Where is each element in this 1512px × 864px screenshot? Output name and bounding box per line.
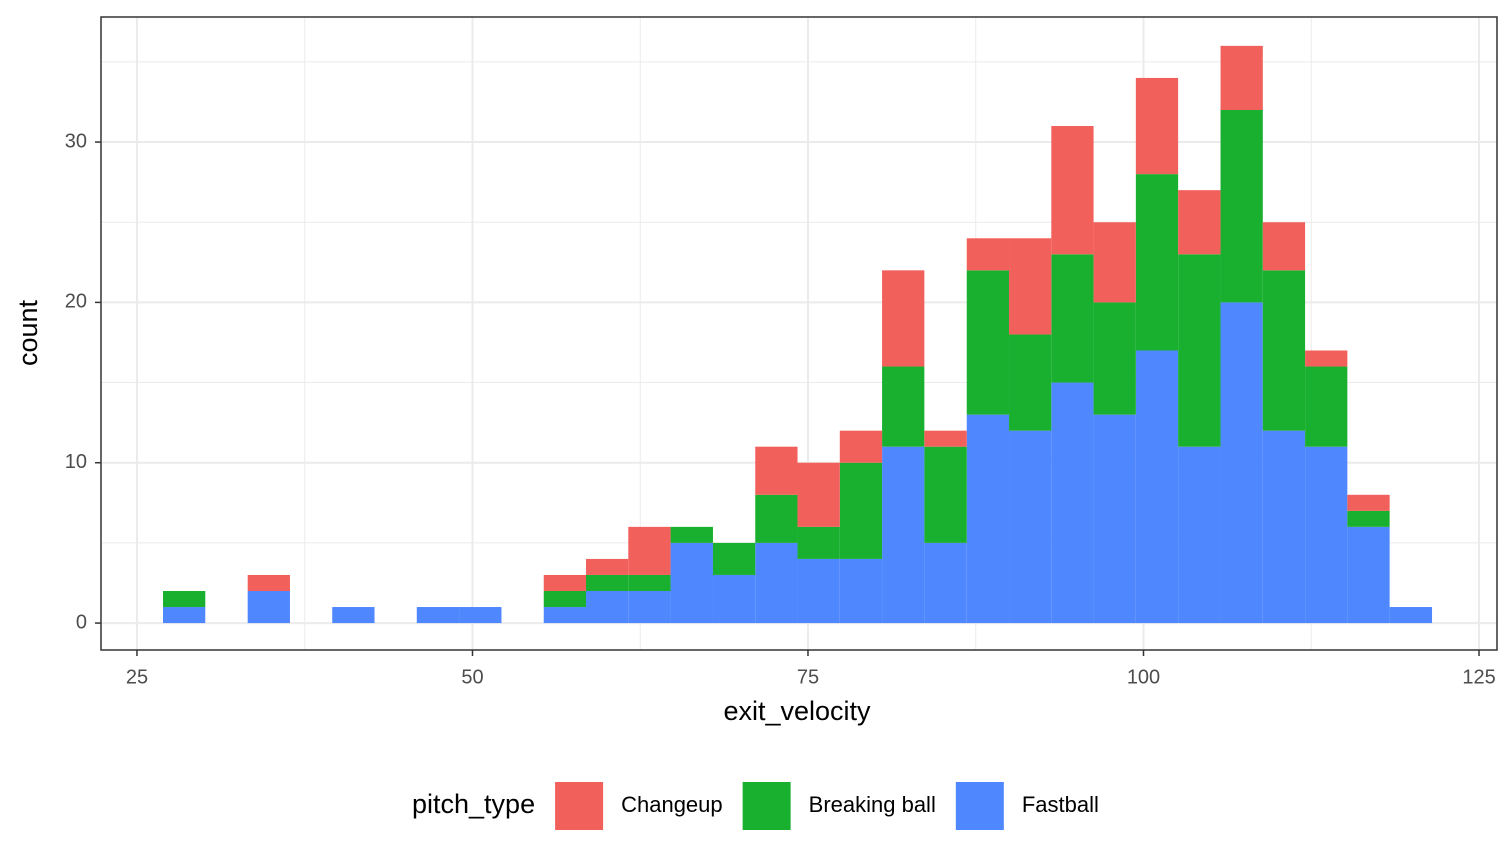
bar [755, 542, 798, 624]
bar [797, 462, 840, 527]
bar [1051, 382, 1094, 624]
bar [1135, 174, 1179, 351]
bar [924, 430, 967, 447]
legend-label: Changeup [621, 792, 723, 817]
bar [543, 607, 587, 624]
bar [1220, 45, 1263, 110]
bar [839, 430, 883, 463]
bar [543, 574, 587, 591]
bar [1093, 302, 1136, 415]
bar [1347, 494, 1390, 511]
bar [797, 526, 840, 559]
bar [1135, 77, 1179, 175]
panel-border [100, 16, 1498, 651]
bar [966, 270, 1010, 415]
bar [755, 446, 798, 495]
bar [1389, 607, 1433, 624]
x-tick-label: 125 [1462, 666, 1495, 688]
x-tick-label: 75 [797, 666, 819, 688]
bar [1305, 350, 1348, 367]
bar [586, 590, 629, 624]
legend-key [955, 782, 1004, 830]
bar [586, 574, 629, 591]
y-tick-label: 10 [65, 451, 87, 473]
bar [755, 494, 798, 543]
bar [1347, 510, 1390, 527]
bar [670, 542, 713, 624]
bar [1178, 254, 1221, 447]
bar [797, 558, 840, 624]
y-tick-label: 20 [65, 291, 87, 313]
bar [924, 446, 967, 543]
bar [247, 574, 290, 591]
bar [332, 607, 375, 624]
bar [882, 446, 925, 624]
bar [163, 590, 206, 608]
bar [882, 366, 925, 447]
x-axis-title: exit_velocity [723, 696, 871, 726]
bar [1093, 222, 1136, 303]
bar [1220, 109, 1263, 303]
legend-key [555, 782, 604, 830]
bar [1262, 222, 1306, 271]
bar [1220, 302, 1263, 624]
bar [924, 542, 967, 624]
bar [1305, 446, 1348, 624]
x-tick-label: 50 [461, 666, 483, 688]
bar [247, 590, 290, 624]
bar [712, 574, 756, 624]
bar [712, 542, 756, 575]
legend-title: pitch_type [412, 789, 535, 819]
bar [1009, 430, 1052, 624]
bar [628, 574, 671, 591]
bar [1093, 414, 1136, 624]
y-axis-title: count [13, 299, 43, 366]
x-tick-label: 25 [126, 666, 148, 688]
bar [416, 607, 460, 624]
bar [1009, 334, 1052, 431]
bar [670, 526, 713, 543]
bar [1009, 238, 1052, 335]
bar [966, 414, 1010, 624]
legend-label: Breaking ball [809, 792, 936, 817]
bar [839, 462, 883, 559]
bar [1178, 446, 1221, 624]
legend-key [742, 782, 791, 830]
bar [882, 270, 925, 367]
bar [839, 558, 883, 624]
legend-label: Fastball [1022, 792, 1099, 817]
bar [1178, 190, 1221, 255]
y-tick-label: 0 [76, 611, 87, 633]
bar [459, 607, 502, 624]
bar [628, 526, 671, 575]
bar [1262, 270, 1306, 431]
bar [1051, 254, 1094, 383]
bar [1135, 350, 1179, 624]
bar [966, 238, 1010, 271]
bar [543, 590, 587, 608]
bar [586, 558, 629, 575]
bar [1305, 366, 1348, 447]
y-tick-label: 30 [65, 130, 87, 152]
bar [1262, 430, 1306, 624]
x-tick-label: 100 [1127, 666, 1160, 688]
bar [1051, 126, 1094, 255]
bar [1347, 526, 1390, 624]
bar [163, 607, 206, 624]
bar [628, 590, 671, 624]
